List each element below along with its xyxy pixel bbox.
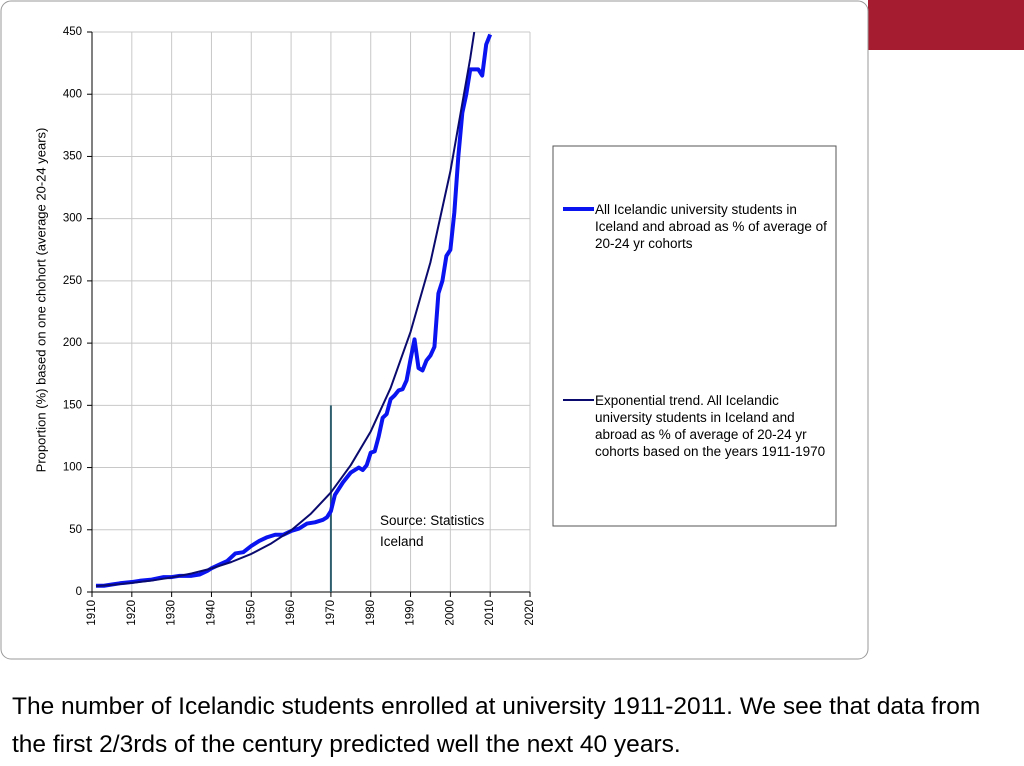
y-tick-label: 400: [63, 88, 82, 100]
x-tick-label: 2020: [524, 600, 536, 626]
y-tick-label: 0: [76, 586, 82, 598]
x-tick-label: 1950: [245, 600, 257, 626]
line-series: [95, 33, 493, 588]
legend-label: Exponential trend. All Icelandic univers…: [595, 393, 826, 459]
line-series: [95, 32, 476, 588]
y-tick-label: 150: [63, 399, 82, 411]
x-tick-label: 1990: [405, 600, 417, 626]
legend-box: [552, 145, 837, 527]
x-tick-label: 1920: [126, 600, 138, 626]
x-tick-label: 1970: [325, 600, 337, 626]
legend-label: All Icelandic university students in Ice…: [595, 202, 827, 251]
y-axis-label: Proportion (%) based on one chohort (ave…: [33, 128, 48, 473]
y-tick-label: 450: [63, 26, 82, 38]
x-tick-label: 1930: [166, 600, 178, 626]
caption: The number of Icelandic students enrolle…: [12, 693, 981, 758]
x-tick-label: 1910: [86, 600, 98, 626]
annotation: Source: Statistics Iceland: [380, 513, 485, 549]
y-tick-label: 50: [69, 524, 82, 536]
y-tick-label: 250: [63, 275, 82, 287]
y-tick-label: 200: [63, 337, 82, 349]
y-tick-label: 350: [63, 150, 82, 162]
x-tick-label: 1980: [365, 600, 377, 626]
y-tick-label: 300: [63, 213, 82, 225]
x-tick-label: 1960: [285, 600, 297, 626]
y-tick-label: 100: [63, 462, 82, 474]
x-tick-label: 2000: [444, 600, 456, 626]
x-tick-label: 1940: [205, 600, 217, 626]
accent-bar: [868, 0, 1024, 50]
x-tick-label: 2010: [484, 600, 496, 626]
plot-area: [95, 32, 493, 588]
